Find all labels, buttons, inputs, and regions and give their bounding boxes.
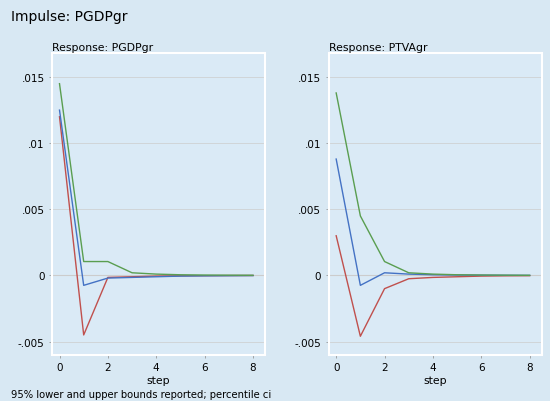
Text: Response: PTVAgr: Response: PTVAgr bbox=[329, 43, 427, 53]
X-axis label: step: step bbox=[424, 375, 447, 385]
X-axis label: step: step bbox=[147, 375, 170, 385]
Text: Response: PGDPgr: Response: PGDPgr bbox=[52, 43, 153, 53]
Text: Impulse: PGDPgr: Impulse: PGDPgr bbox=[11, 10, 128, 24]
Text: 95% lower and upper bounds reported; percentile ci: 95% lower and upper bounds reported; per… bbox=[11, 389, 271, 399]
